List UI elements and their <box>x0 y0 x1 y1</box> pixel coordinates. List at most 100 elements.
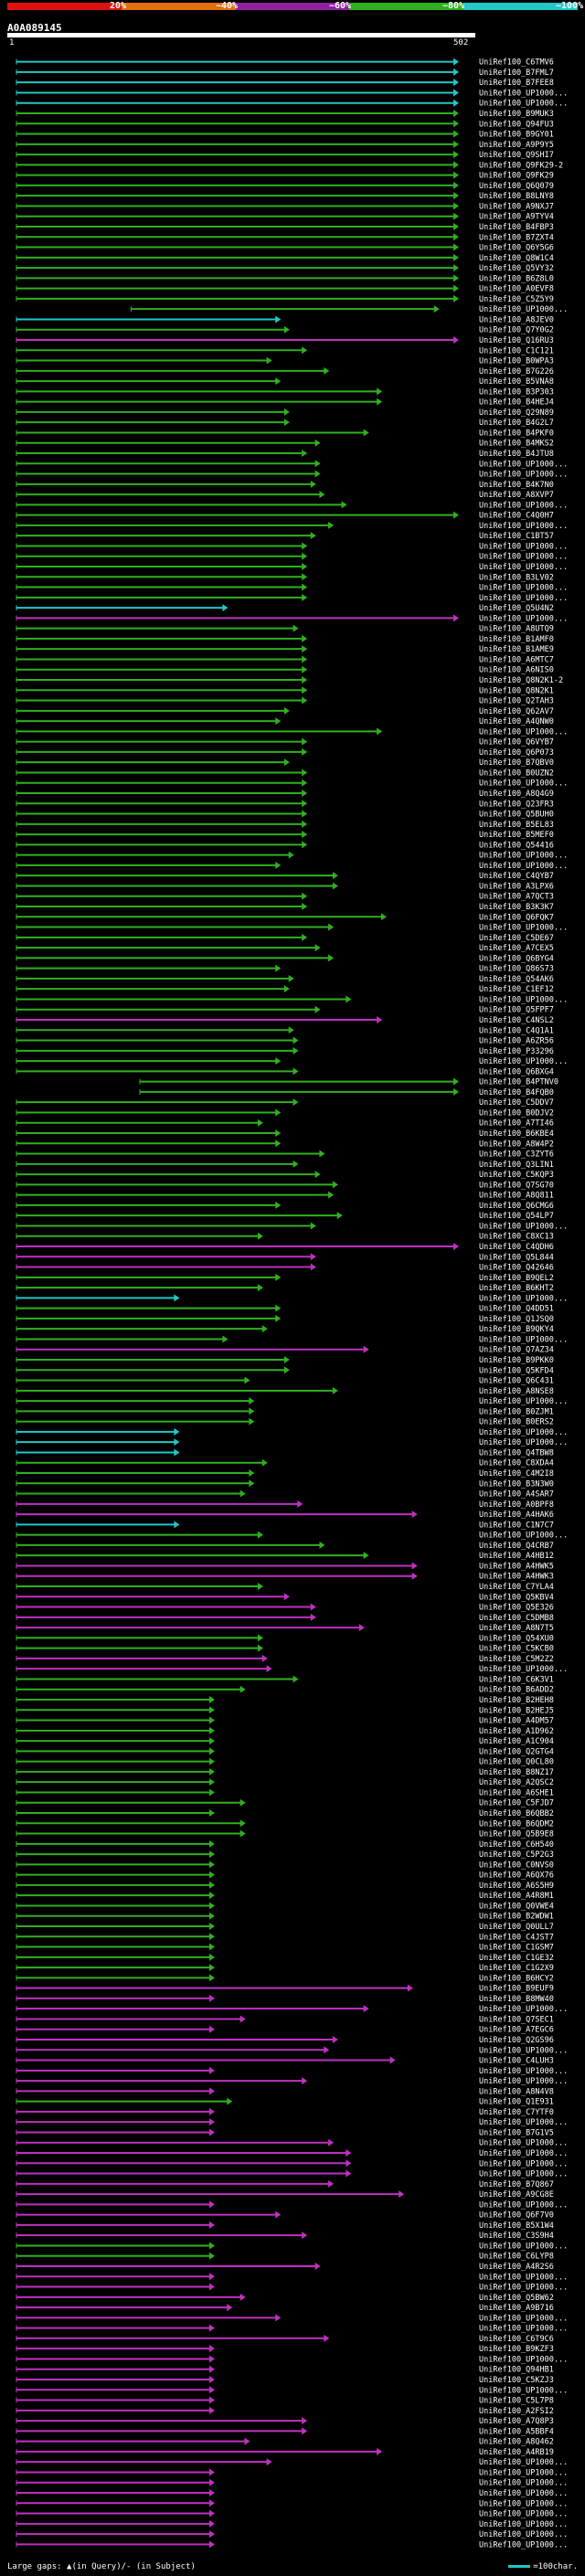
hit-row[interactable]: UniRef100_A4R2S6 <box>16 2263 554 2272</box>
hit-label[interactable]: UniRef100_UP1000... <box>479 2325 568 2334</box>
hit-label[interactable]: UniRef100_UP1000... <box>479 522 568 531</box>
hit-label[interactable]: UniRef100_Q6BXG4 <box>479 1067 554 1076</box>
hit-row[interactable]: UniRef100_A8NSE8 <box>16 1386 554 1396</box>
hit-row[interactable]: UniRef100_Q6BXG4 <box>16 1067 554 1076</box>
hit-label[interactable]: UniRef100_UP1000... <box>479 2530 568 2539</box>
hit-label[interactable]: UniRef100_A6NIS0 <box>479 666 554 675</box>
hit-label[interactable]: UniRef100_B7QBV0 <box>479 758 554 768</box>
hit-label[interactable]: UniRef100_C1EF12 <box>479 985 554 994</box>
hit-label[interactable]: UniRef100_B9QEL2 <box>479 1274 554 1283</box>
hit-label[interactable]: UniRef100_C6LYP8 <box>479 2253 554 2262</box>
hit-row[interactable]: UniRef100_B0WPA3 <box>16 356 554 366</box>
hit-row[interactable]: UniRef100_B7FML7 <box>16 68 554 78</box>
hit-row[interactable]: UniRef100_Q42646 <box>16 1263 554 1273</box>
hit-row[interactable]: UniRef100_UP1000... <box>16 2489 568 2498</box>
hit-row[interactable]: UniRef100_Q2TAH3 <box>16 696 554 706</box>
hit-label[interactable]: UniRef100_A8W4P2 <box>479 1140 554 1149</box>
hit-row[interactable]: UniRef100_UP1000... <box>16 552 568 562</box>
hit-label[interactable]: UniRef100_Q6P073 <box>479 748 554 758</box>
hit-row[interactable]: UniRef100_A8UTQ9 <box>16 624 554 634</box>
hit-label[interactable]: UniRef100_C1C121 <box>479 346 554 355</box>
hit-row[interactable]: UniRef100_UP1000... <box>16 1531 568 1541</box>
hit-row[interactable]: UniRef100_C5KQP3 <box>16 1171 554 1180</box>
hit-label[interactable]: UniRef100_Q5BW62 <box>479 2294 554 2303</box>
hit-row[interactable]: UniRef100_UP1000... <box>130 305 568 314</box>
hit-row[interactable]: UniRef100_B4G2L7 <box>16 419 554 428</box>
hit-row[interactable]: UniRef100_UP1000... <box>16 1222 568 1231</box>
hit-label[interactable]: UniRef100_Q9SHI7 <box>479 151 554 160</box>
hit-label[interactable]: UniRef100_C4Q1A1 <box>479 1026 554 1035</box>
hit-row[interactable]: UniRef100_UP1000... <box>16 2499 568 2508</box>
hit-row[interactable]: UniRef100_C7YLA4 <box>16 1583 554 1592</box>
hit-row[interactable]: UniRef100_B4JTU8 <box>16 450 554 459</box>
hit-row[interactable]: UniRef100_A6S5H9 <box>16 1881 554 1891</box>
hit-row[interactable]: UniRef100_UP1000... <box>16 2530 568 2539</box>
hit-row[interactable]: UniRef100_C1C121 <box>16 346 554 355</box>
hit-row[interactable]: UniRef100_Q54416 <box>16 841 554 850</box>
hit-row[interactable]: UniRef100_UP1000... <box>16 2519 568 2529</box>
hit-row[interactable]: UniRef100_Q6Q079 <box>16 181 554 191</box>
hit-row[interactable]: UniRef100_UP1000... <box>16 2169 568 2179</box>
hit-label[interactable]: UniRef100_Q7AZ34 <box>479 1346 554 1355</box>
hit-row[interactable]: UniRef100_A8JEV0 <box>16 315 554 324</box>
hit-label[interactable]: UniRef100_C5DDV7 <box>479 1098 554 1108</box>
hit-row[interactable]: UniRef100_C8XC13 <box>16 1232 554 1242</box>
hit-label[interactable]: UniRef100_C6T9C6 <box>479 2335 554 2344</box>
hit-label[interactable]: UniRef100_A9TYV4 <box>479 213 554 222</box>
hit-label[interactable]: UniRef100_UP1000... <box>479 2540 568 2549</box>
hit-row[interactable]: UniRef100_Q2GS96 <box>16 2036 554 2045</box>
hit-label[interactable]: UniRef100_A8Q4G9 <box>479 790 554 799</box>
hit-row[interactable]: UniRef100_A8Q462 <box>16 2437 554 2447</box>
hit-row[interactable]: UniRef100_C4QYB7 <box>16 872 554 881</box>
hit-row[interactable]: UniRef100_C5L7P8 <box>16 2396 554 2406</box>
hit-row[interactable]: UniRef100_A8XVP7 <box>16 491 554 500</box>
hit-label[interactable]: UniRef100_B1AME9 <box>479 645 554 654</box>
hit-row[interactable]: UniRef100_Q9FK29 <box>16 171 554 181</box>
hit-row[interactable]: UniRef100_UP1000... <box>16 2478 568 2488</box>
hit-label[interactable]: UniRef100_C4QYB7 <box>479 872 554 881</box>
hit-label[interactable]: UniRef100_C1N7C7 <box>479 1521 554 1530</box>
hit-label[interactable]: UniRef100_C3ZYT6 <box>479 1150 554 1160</box>
hit-label[interactable]: UniRef100_UP1000... <box>479 460 568 469</box>
hit-label[interactable]: UniRef100_B3K3K7 <box>479 903 554 912</box>
hit-row[interactable]: UniRef100_B3P303 <box>16 387 554 397</box>
hit-row[interactable]: UniRef100_Q5L844 <box>16 1253 554 1262</box>
hit-row[interactable]: UniRef100_B9KZF3 <box>16 2345 554 2354</box>
hit-row[interactable]: UniRef100_UP1000... <box>16 583 568 593</box>
hit-row[interactable]: UniRef100_UP1000... <box>16 779 568 789</box>
hit-row[interactable]: UniRef100_Q5B9E8 <box>16 1829 554 1839</box>
hit-label[interactable]: UniRef100_UP1000... <box>479 2005 568 2014</box>
hit-label[interactable]: UniRef100_UP1000... <box>479 2077 568 2086</box>
hit-label[interactable]: UniRef100_B4MKS2 <box>479 440 554 449</box>
hit-row[interactable]: UniRef100_Q5U4N2 <box>16 604 554 613</box>
hit-label[interactable]: UniRef100_A8UTQ9 <box>479 625 554 634</box>
hit-label[interactable]: UniRef100_UP1000... <box>479 584 568 593</box>
hit-label[interactable]: UniRef100_UP1000... <box>479 2067 568 2076</box>
hit-row[interactable]: UniRef100_A6SHE1 <box>16 1788 554 1797</box>
hit-row[interactable]: UniRef100_A8N4V8 <box>16 2087 554 2096</box>
hit-label[interactable]: UniRef100_Q0CL80 <box>479 1758 554 1767</box>
hit-row[interactable]: UniRef100_Q54AK6 <box>16 974 554 984</box>
hit-row[interactable]: UniRef100_Q86S73 <box>16 964 554 974</box>
hit-row[interactable]: UniRef100_B6KBE4 <box>16 1129 554 1139</box>
hit-row[interactable]: UniRef100_Q6FQK7 <box>16 913 554 922</box>
hit-label[interactable]: UniRef100_B4HEJ4 <box>479 398 554 408</box>
hit-row[interactable]: UniRef100_C1EF12 <box>16 985 554 994</box>
hit-row[interactable]: UniRef100_Q6C431 <box>16 1376 554 1386</box>
hit-row[interactable]: UniRef100_B5MEF0 <box>16 831 554 840</box>
hit-label[interactable]: UniRef100_A8N4V8 <box>479 2087 554 2096</box>
hit-row[interactable]: UniRef100_B0ZJM1 <box>16 1407 554 1416</box>
hit-row[interactable]: UniRef100_B4PKF0 <box>16 429 554 438</box>
hit-row[interactable]: UniRef100_B7Q867 <box>16 2179 554 2189</box>
hit-label[interactable]: UniRef100_B5X1W4 <box>479 2221 554 2231</box>
hit-label[interactable]: UniRef100_A4DM57 <box>479 1717 554 1726</box>
hit-label[interactable]: UniRef100_B4JTU8 <box>479 450 554 459</box>
hit-row[interactable]: UniRef100_UP1000... <box>16 2386 568 2395</box>
hit-row[interactable]: UniRef100_B2WDW1 <box>16 1912 554 1922</box>
hit-row[interactable]: UniRef100_C5KCB0 <box>16 1644 554 1654</box>
hit-row[interactable]: UniRef100_B7ZXT4 <box>16 233 554 242</box>
hit-row[interactable]: UniRef100_UP1000... <box>16 2509 568 2519</box>
hit-label[interactable]: UniRef100_B7G226 <box>479 367 554 376</box>
hit-label[interactable]: UniRef100_UP1000... <box>479 852 568 861</box>
hit-label[interactable]: UniRef100_B5MEF0 <box>479 831 554 840</box>
